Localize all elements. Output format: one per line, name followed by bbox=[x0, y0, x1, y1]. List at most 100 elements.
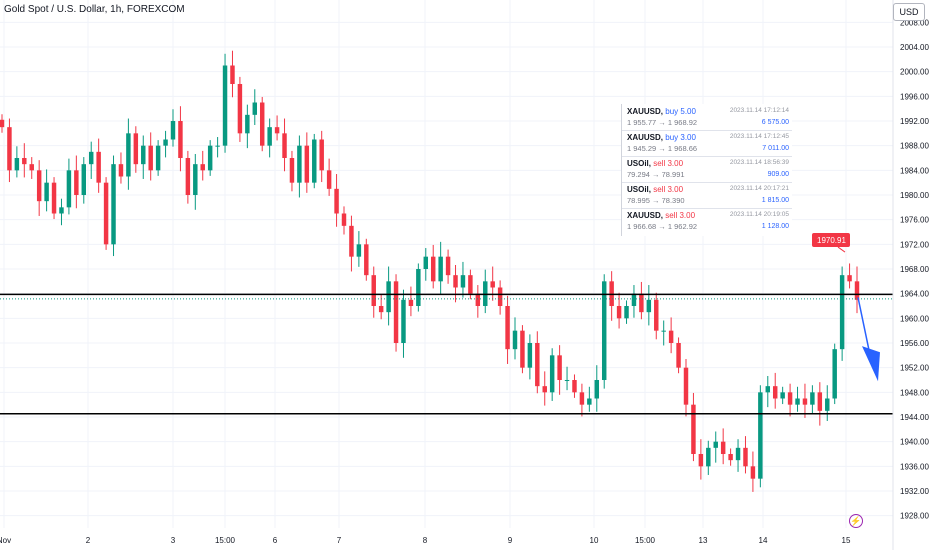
x-tick-label: 7 bbox=[337, 536, 342, 545]
y-axis: 1928.00 1932.00 1936.00 1940.00 1944.00 1948.… bbox=[892, 0, 932, 550]
candle-body bbox=[579, 392, 585, 405]
trade-side: sell 3.00 bbox=[653, 159, 684, 168]
candle-body bbox=[825, 398, 830, 411]
trade-side: buy 5.00 bbox=[665, 107, 696, 116]
x-tick-label: 8 bbox=[423, 536, 428, 545]
y-tick-label: 1944.00 bbox=[900, 413, 929, 422]
candle-body bbox=[408, 299, 414, 306]
candle-body bbox=[787, 392, 793, 405]
trade-price: 79.294 → 78.991 bbox=[627, 170, 685, 179]
candle-body bbox=[334, 188, 339, 214]
candle-body bbox=[743, 447, 748, 467]
candle-body bbox=[133, 133, 139, 165]
candle-body bbox=[155, 145, 161, 171]
candle-body bbox=[535, 343, 540, 387]
currency-button[interactable]: USD bbox=[893, 3, 925, 21]
candle-body bbox=[304, 145, 310, 183]
candle-body bbox=[423, 256, 429, 269]
x-tick-label: 9 bbox=[508, 536, 513, 545]
candle-body bbox=[185, 158, 191, 195]
candle-body bbox=[430, 256, 436, 282]
candle-body bbox=[349, 225, 354, 257]
trade-price: 1 955.77 → 1 968.92 bbox=[627, 118, 698, 127]
candle-body bbox=[728, 454, 733, 461]
candle-body bbox=[0, 119, 5, 128]
x-tick-label: 15:00 bbox=[215, 536, 236, 545]
candle-body bbox=[170, 121, 176, 140]
trade-side: buy 3.00 bbox=[665, 133, 696, 142]
candle-body bbox=[832, 349, 837, 399]
y-tick-label: 1960.00 bbox=[900, 314, 929, 323]
candle-body bbox=[624, 306, 629, 319]
chart-title: Gold Spot / U.S. Dollar, 1h, FOREXCOM bbox=[4, 4, 185, 15]
trade-side: sell 3.00 bbox=[665, 211, 696, 220]
x-tick-label: 15:00 bbox=[635, 536, 656, 545]
candle-body bbox=[178, 121, 183, 158]
trade-row[interactable]: XAUUSD, buy 5.00 2023.11.14 17:12:14 1 9… bbox=[622, 104, 792, 131]
candle-body bbox=[282, 133, 287, 158]
candle-body bbox=[36, 170, 42, 202]
candle-body bbox=[720, 441, 726, 454]
trade-symbol: XAUUSD, buy 5.00 bbox=[627, 107, 696, 116]
candle-body bbox=[475, 293, 481, 306]
candle-body bbox=[96, 151, 101, 183]
trade-row[interactable]: XAUUSD, buy 3.00 2023.11.14 17:12:45 1 9… bbox=[622, 130, 792, 157]
candle-body bbox=[765, 386, 771, 393]
candle-body bbox=[810, 392, 815, 405]
trade-panel: XAUUSD, buy 5.00 2023.11.14 17:12:14 1 9… bbox=[621, 104, 792, 236]
y-tick-label: 1996.00 bbox=[900, 92, 929, 101]
candle-body bbox=[572, 380, 577, 393]
trade-row[interactable]: XAUUSD, sell 3.00 2023.11.14 20:19:05 1 … bbox=[622, 208, 792, 234]
y-tick-label: 1932.00 bbox=[900, 487, 929, 496]
trade-time: 2023.11.14 18:56:39 bbox=[729, 159, 789, 166]
candle-body bbox=[616, 306, 622, 319]
candle-body bbox=[193, 164, 198, 195]
candle-body bbox=[297, 145, 302, 183]
lightning-icon[interactable]: ⚡ bbox=[849, 514, 863, 528]
candle-body bbox=[51, 182, 57, 214]
trade-pnl: 1 128.00 bbox=[761, 223, 789, 230]
y-tick-label: 1992.00 bbox=[900, 117, 929, 126]
candle-body bbox=[527, 343, 533, 368]
trade-price: 78.995 → 78.390 bbox=[627, 196, 685, 205]
candle-body bbox=[691, 404, 696, 454]
candle-body bbox=[378, 306, 384, 313]
y-tick-label: 1964.00 bbox=[900, 290, 929, 299]
candle-body bbox=[646, 299, 652, 313]
trade-row[interactable]: USOil, sell 3.00 2023.11.14 18:56:39 79.… bbox=[622, 156, 792, 183]
y-tick-label: 1952.00 bbox=[900, 364, 929, 373]
x-tick-label: 3 bbox=[171, 536, 176, 545]
candle-body bbox=[497, 287, 503, 306]
x-tick-label: 13 bbox=[699, 536, 708, 545]
candle-body bbox=[59, 207, 64, 214]
y-tick-label: 2004.00 bbox=[900, 43, 929, 52]
arrow-head bbox=[862, 346, 880, 382]
high-marker-label: 1970.91 bbox=[817, 236, 846, 245]
trade-pnl: 7 011.00 bbox=[762, 145, 789, 152]
y-tick-label: 2000.00 bbox=[900, 68, 929, 77]
y-tick-label: 1968.00 bbox=[900, 265, 929, 274]
y-tick-label: 1984.00 bbox=[900, 166, 929, 175]
x-tick-label: 2 bbox=[86, 536, 91, 545]
trade-time: 2023.11.14 17:12:45 bbox=[729, 133, 789, 140]
candle-body bbox=[735, 447, 741, 461]
high-marker-bg bbox=[812, 233, 850, 248]
candle-body bbox=[795, 398, 800, 405]
annotations: 1970.91 bbox=[812, 233, 880, 382]
candle-body bbox=[267, 127, 272, 146]
candle-body bbox=[245, 114, 250, 134]
candle-body bbox=[103, 182, 109, 245]
candle-body bbox=[549, 355, 555, 393]
candle-body bbox=[468, 275, 473, 294]
candle-body bbox=[118, 164, 124, 177]
candle-body bbox=[772, 386, 778, 399]
x-tick-label: Nov bbox=[0, 536, 11, 545]
trade-symbol: XAUUSD, buy 3.00 bbox=[627, 133, 696, 142]
y-tick-label: 1956.00 bbox=[900, 339, 929, 348]
trade-row[interactable]: USOil, sell 3.00 2023.11.14 20:17:21 78.… bbox=[622, 182, 792, 209]
candle-body bbox=[111, 164, 116, 245]
candle-body bbox=[706, 447, 711, 467]
candle-body bbox=[698, 454, 704, 467]
candle-body bbox=[393, 281, 399, 343]
